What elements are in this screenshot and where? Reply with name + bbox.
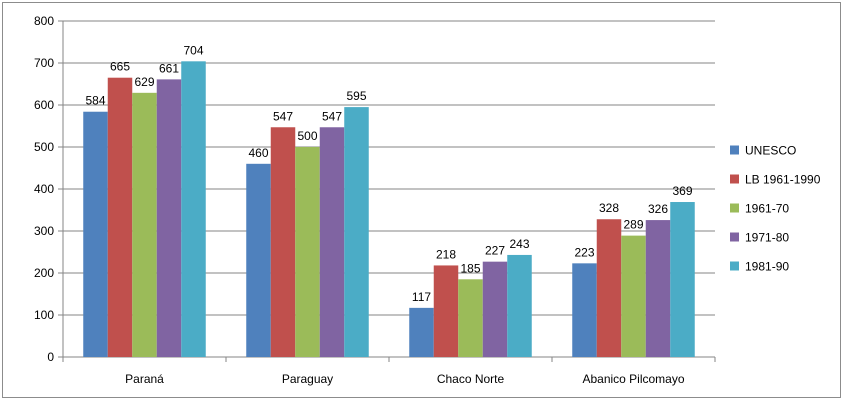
y-tick-label: 200 (34, 266, 54, 280)
chart-frame: 0 100 200 300 400 500 600 700 800 584 665 629 661 704… (2, 2, 841, 398)
bar[interactable] (83, 111, 108, 357)
bar[interactable] (458, 279, 483, 357)
bar[interactable] (596, 219, 622, 357)
category-label: Paraguay (282, 372, 333, 386)
data-label: 185 (460, 261, 480, 275)
y-tick-label: 600 (34, 98, 54, 112)
bar[interactable] (132, 92, 157, 357)
bar[interactable] (295, 147, 320, 357)
y-tick-label: 500 (34, 140, 54, 154)
data-label: 117 (412, 290, 431, 304)
legend-label: 1971-80 (745, 231, 789, 245)
legend-label: LB 1961-1990 (745, 173, 821, 187)
data-label: 629 (134, 75, 154, 89)
data-label: 704 (183, 43, 203, 57)
data-label: 584 (85, 94, 105, 108)
bar[interactable] (344, 107, 369, 357)
bar[interactable] (572, 263, 597, 357)
y-tick-label: 700 (34, 56, 54, 70)
data-label: 460 (248, 146, 268, 160)
bar[interactable] (246, 163, 271, 357)
bar[interactable] (319, 127, 345, 357)
bar[interactable] (621, 235, 646, 357)
y-tick-label: 400 (34, 182, 54, 196)
data-label: 328 (599, 201, 619, 215)
data-label: 661 (159, 61, 179, 75)
bar[interactable] (670, 202, 695, 357)
data-label: 289 (623, 218, 643, 232)
data-label: 369 (672, 184, 692, 198)
data-label: 223 (574, 245, 594, 259)
y-tick-label: 800 (34, 14, 54, 28)
category-label: Abanico Pilcomayo (582, 372, 684, 386)
data-label: 243 (509, 237, 529, 251)
data-label: 218 (436, 247, 456, 261)
data-label: 326 (648, 202, 668, 216)
y-tick-label: 100 (34, 308, 54, 322)
bar-chart: 0 100 200 300 400 500 600 700 800 584 665 629 661 704… (34, 14, 821, 386)
category-label: Paraná (125, 372, 164, 386)
bar[interactable] (156, 79, 182, 357)
data-label: 547 (273, 109, 293, 123)
data-label: 665 (110, 60, 130, 74)
y-tick-label: 0 (47, 350, 54, 364)
legend-label: UNESCO (745, 144, 796, 158)
data-label: 500 (297, 129, 317, 143)
bar[interactable] (507, 254, 532, 357)
bar[interactable] (270, 127, 296, 357)
data-label: 227 (485, 244, 505, 258)
legend-swatch (730, 203, 739, 213)
legend-label: 1961-70 (745, 202, 789, 216)
category-label: Chaco Norte (437, 372, 505, 386)
bar[interactable] (181, 61, 206, 357)
bar[interactable] (433, 265, 459, 357)
legend-label: 1981-90 (745, 260, 789, 274)
legend-swatch (730, 145, 739, 155)
bar[interactable] (409, 307, 434, 357)
legend-swatch (730, 232, 739, 242)
data-label: 547 (322, 109, 342, 123)
legend-swatch (730, 261, 739, 271)
legend-swatch (730, 174, 739, 184)
bar[interactable] (645, 220, 671, 357)
bar[interactable] (482, 261, 508, 357)
data-label: 595 (346, 89, 366, 103)
y-tick-label: 300 (34, 224, 54, 238)
bar[interactable] (107, 77, 133, 357)
